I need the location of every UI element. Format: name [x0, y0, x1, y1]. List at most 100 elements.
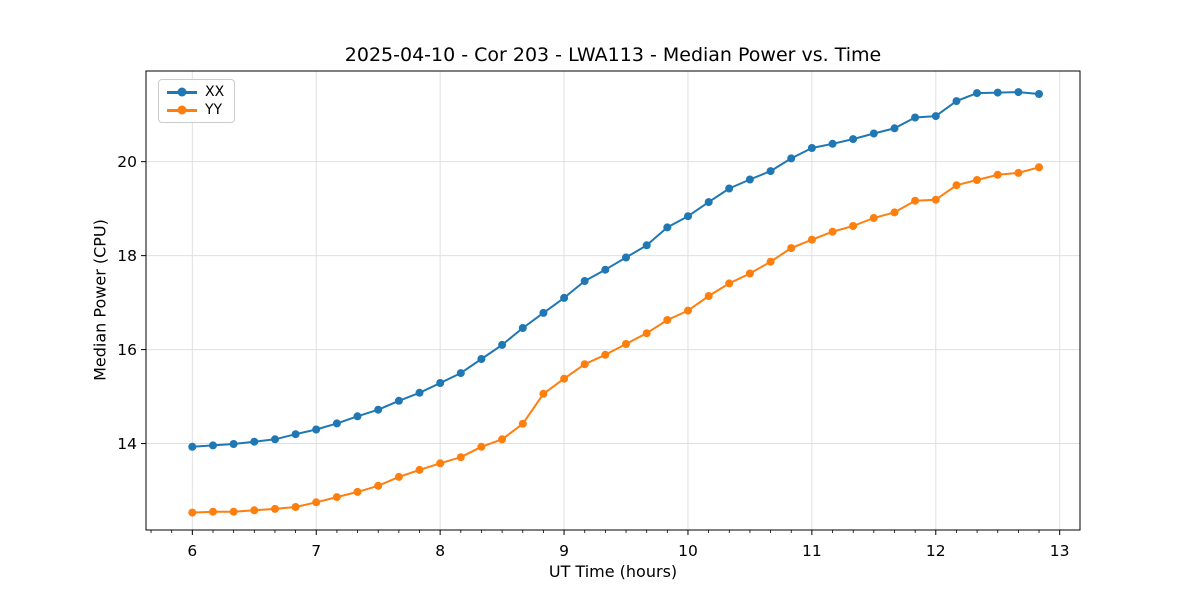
data-point-yy — [394, 472, 403, 481]
series-line-xx — [192, 91, 1040, 448]
data-point-xx — [704, 198, 713, 207]
chart-title: 2025-04-10 - Cor 203 - LWA113 - Median P… — [344, 44, 882, 66]
data-point-yy — [539, 389, 548, 398]
data-point-xx — [209, 441, 217, 450]
gridlines — [146, 71, 1080, 530]
data-point-yy — [312, 498, 321, 507]
y-tick-label: 16 — [117, 341, 137, 359]
y-tick-label: 14 — [117, 435, 137, 453]
data-point-xx — [849, 135, 858, 144]
data-point-xx — [911, 113, 920, 122]
data-point-yy — [890, 208, 899, 217]
data-point-yy — [250, 506, 259, 515]
data-point-yy — [973, 176, 981, 184]
legend-label: YY — [205, 102, 223, 118]
data-point-xx — [828, 139, 837, 148]
data-point-xx — [477, 355, 486, 363]
data-point-yy — [518, 419, 527, 428]
legend-item-xx: XX — [167, 85, 224, 99]
data-point-yy — [642, 329, 651, 338]
legend-line-marker-icon — [167, 108, 197, 112]
data-point-xx — [931, 112, 940, 121]
data-point-yy — [704, 292, 713, 300]
data-point-yy — [952, 181, 961, 190]
x-tick-label: 9 — [559, 542, 569, 560]
x-tick-label: 13 — [1050, 542, 1070, 560]
data-point-yy — [436, 459, 445, 468]
data-point-xx — [394, 396, 403, 405]
data-point-yy — [745, 269, 754, 278]
axes — [141, 70, 1081, 535]
data-point-yy — [787, 244, 796, 253]
data-point-xx — [456, 369, 465, 378]
data-point-yy — [993, 170, 1002, 179]
data-point-yy — [1035, 163, 1043, 172]
data-point-yy — [477, 442, 486, 451]
data-point-yy — [725, 279, 734, 288]
data-point-yy — [766, 257, 775, 266]
data-point-xx — [188, 442, 197, 451]
data-point-xx — [745, 175, 754, 184]
data-point-yy — [1014, 168, 1023, 177]
data-point-xx — [291, 430, 300, 439]
data-point-xx — [1035, 90, 1043, 98]
data-point-yy — [684, 306, 692, 315]
data-point-xx — [725, 184, 734, 193]
data-point-xx — [973, 89, 981, 98]
y-tick-label: 18 — [117, 247, 137, 265]
y-tick-label: 20 — [117, 153, 137, 171]
plot-border — [145, 70, 1081, 531]
data-point-yy — [911, 196, 920, 205]
data-point-xx — [684, 212, 692, 221]
x-tick-label: 7 — [311, 542, 321, 560]
data-point-yy — [849, 222, 858, 230]
x-tick-label: 6 — [187, 542, 197, 560]
data-point-yy — [663, 316, 672, 324]
data-point-xx — [580, 277, 589, 285]
data-point-yy — [931, 195, 940, 204]
data-point-yy — [456, 453, 465, 462]
data-point-yy — [828, 227, 837, 236]
data-point-yy — [498, 435, 507, 444]
data-point-xx — [498, 340, 507, 349]
data-point-xx — [353, 412, 362, 421]
data-point-xx — [890, 124, 899, 133]
data-point-xx — [766, 167, 775, 176]
series-line-yy — [192, 166, 1040, 514]
data-point-xx — [622, 253, 630, 262]
data-point-xx — [539, 308, 548, 317]
data-point-xx — [787, 154, 796, 163]
data-point-xx — [869, 129, 878, 138]
legend-item-yy: YY — [167, 103, 224, 117]
data-point-xx — [1014, 88, 1023, 97]
data-point-xx — [560, 293, 569, 302]
data-point-xx — [229, 440, 238, 448]
data-point-yy — [229, 507, 238, 516]
tick-labels: 6 7 8 9 10 11 12 13 14 16 18 20 — [117, 153, 1069, 560]
plot-series — [188, 88, 1043, 517]
data-point-xx — [271, 435, 279, 444]
data-point-xx — [807, 144, 816, 152]
data-point-yy — [291, 503, 300, 511]
data-point-yy — [271, 504, 279, 513]
data-point-yy — [332, 493, 341, 502]
data-point-xx — [250, 437, 259, 446]
data-point-yy — [807, 235, 816, 244]
legend-line-marker-icon — [167, 90, 197, 94]
data-point-yy — [622, 340, 630, 348]
data-point-yy — [374, 481, 383, 490]
data-point-xx — [415, 388, 424, 397]
x-axis-label: UT Time (hours) — [548, 562, 678, 581]
data-point-xx — [332, 419, 341, 428]
x-tick-label: 11 — [802, 542, 822, 560]
legend-label: XX — [205, 84, 225, 100]
data-point-xx — [993, 88, 1002, 97]
x-tick-label: 10 — [678, 542, 698, 560]
data-point-yy — [560, 374, 569, 383]
data-point-xx — [663, 223, 672, 232]
data-point-yy — [869, 214, 878, 222]
data-point-yy — [580, 360, 589, 369]
data-point-xx — [642, 241, 651, 250]
legend: XX YY — [158, 79, 236, 123]
